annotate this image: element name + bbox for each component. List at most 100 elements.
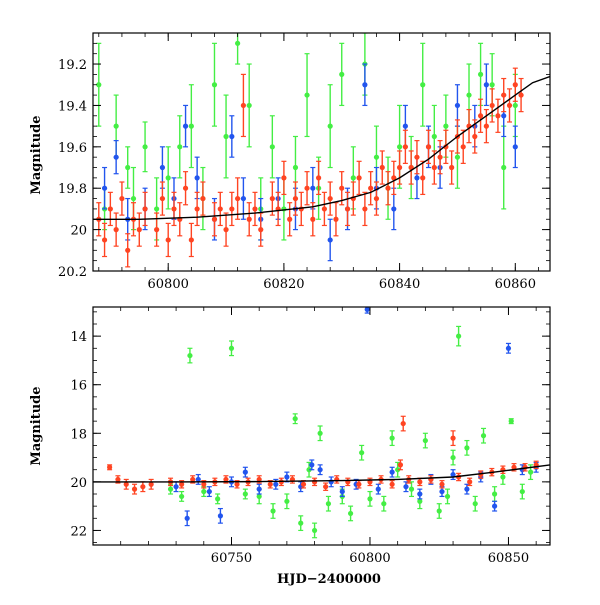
bottom-s2-point-30 xyxy=(417,479,423,485)
top-s0-point-32 xyxy=(454,154,461,160)
bottom-s0-point-6 xyxy=(242,491,248,497)
bottom-ylabel: Magnitude xyxy=(29,386,44,465)
bottom-s2-point-18 xyxy=(300,481,307,487)
top-s2-point-33 xyxy=(304,185,310,191)
top-s0-point-37 xyxy=(512,102,518,109)
bottom-s0-point-28 xyxy=(450,454,456,461)
bottom-series-group xyxy=(93,307,550,539)
top-xtick-label-3: 60860 xyxy=(495,277,536,292)
top-s2-point-23 xyxy=(240,102,247,109)
bottom-s0-point-13 xyxy=(311,527,318,534)
bottom-s0-point-37 xyxy=(528,469,534,475)
bottom-s0-point-0 xyxy=(167,486,174,492)
bottom-s1-point-20 xyxy=(417,491,423,497)
top-s2-point-50 xyxy=(402,144,408,150)
top-s0-point-3 xyxy=(125,164,131,171)
top-s2-point-11 xyxy=(165,237,171,243)
top-s2-point-20 xyxy=(223,227,229,233)
top-s1-point-19 xyxy=(391,206,397,212)
top-s2-point-69 xyxy=(512,82,518,88)
bottom-s0-point-22 xyxy=(395,467,401,473)
top-s2-point-42 xyxy=(356,175,362,181)
bottom-s0-point-19 xyxy=(367,496,373,502)
bottom-s1-point-9 xyxy=(284,474,290,480)
top-s0-point-5 xyxy=(142,144,148,150)
top-s2-point-22 xyxy=(235,195,241,202)
top-s2-point-3 xyxy=(113,227,119,233)
top-s2-point-16 xyxy=(194,206,200,212)
top-s2-point-2 xyxy=(107,206,113,212)
bottom-s1-point-12 xyxy=(317,467,323,473)
bottom-s1-point-22 xyxy=(439,488,445,495)
bottom-s2-point-1 xyxy=(115,476,121,483)
top-s1-point-21 xyxy=(414,175,420,181)
bottom-model-curve xyxy=(93,464,550,483)
top-s2-point-37 xyxy=(327,195,333,202)
top-model-curve xyxy=(93,75,550,220)
top-s2-point-21 xyxy=(229,206,235,212)
bottom-s0-point-23 xyxy=(408,486,415,492)
top-s0-point-9 xyxy=(188,123,194,129)
top-s0-point-7 xyxy=(165,175,171,181)
top-s2-point-5 xyxy=(125,247,131,253)
bottom-s1-point-17 xyxy=(375,486,381,492)
bottom-s2-point-2 xyxy=(123,481,129,487)
top-s2-point-8 xyxy=(142,206,148,212)
bottom-s1-point-3 xyxy=(206,488,212,495)
bottom-frame xyxy=(92,306,551,546)
top-ytick-label-0: 19.2 xyxy=(58,58,87,73)
top-s2-point-15 xyxy=(188,237,194,243)
bottom-s0-point-5 xyxy=(228,345,235,351)
top-s2-point-44 xyxy=(368,185,374,191)
top-s2-point-56 xyxy=(437,154,443,160)
bottom-s0-point-12 xyxy=(306,467,312,473)
bottom-s0-point-25 xyxy=(422,437,428,444)
top-s2-point-45 xyxy=(373,195,380,202)
bottom-s2-point-4 xyxy=(140,484,146,490)
bottom-s0-point-2 xyxy=(187,352,193,359)
bottom-s2-point-12 xyxy=(234,481,240,487)
bottom-s0-point-34 xyxy=(500,474,506,480)
top-series-group xyxy=(93,33,550,268)
top-frame xyxy=(92,32,551,272)
top-s2-point-46 xyxy=(379,164,385,171)
top-s2-point-17 xyxy=(200,195,206,202)
top-s2-point-47 xyxy=(385,185,391,191)
bottom-s2-point-11 xyxy=(223,476,229,483)
top-s2-point-66 xyxy=(495,113,501,119)
top-s2-point-53 xyxy=(420,175,426,181)
top-xtick-label-0: 60800 xyxy=(148,277,189,292)
bottom-s0-point-33 xyxy=(492,491,498,497)
top-s0-point-27 xyxy=(396,144,403,150)
top-s2-point-7 xyxy=(136,227,142,233)
top-s0-point-30 xyxy=(431,133,437,140)
bottom-s2-point-8 xyxy=(190,476,196,483)
top-s1-point-26 xyxy=(483,82,489,88)
bottom-s1-point-24 xyxy=(464,486,470,492)
top-s1-point-9 xyxy=(229,133,235,140)
top-s0-point-19 xyxy=(304,92,310,98)
top-s2-point-29 xyxy=(281,175,287,181)
top-s0-point-11 xyxy=(211,82,218,88)
bottom-s0-point-9 xyxy=(284,498,290,504)
top-s1-point-24 xyxy=(454,102,461,109)
bottom-s2-point-15 xyxy=(267,481,273,487)
bottom-s0-point-36 xyxy=(519,488,525,495)
bottom-s1-point-2 xyxy=(195,476,201,483)
top-s2-point-4 xyxy=(119,195,125,202)
top-s0-point-16 xyxy=(269,144,275,150)
top-s0-point-36 xyxy=(501,164,507,171)
bottom-s2-point-32 xyxy=(439,481,445,487)
top-panel: 60800 60820 60840 60860 19.2 19.4 19.6 19.8 20 20… xyxy=(29,32,551,292)
top-s1-point-7 xyxy=(194,175,200,181)
bottom-s0-point-7 xyxy=(256,493,262,500)
bottom-s2-point-7 xyxy=(179,481,185,487)
top-ytick-label-2: 19.6 xyxy=(58,141,87,156)
top-s2-point-48 xyxy=(391,175,397,181)
top-s2-point-27 xyxy=(269,195,275,202)
bottom-s0-point-35 xyxy=(508,418,514,424)
top-s0-point-34 xyxy=(477,71,484,77)
bottom-xtick-label-2: 60850 xyxy=(488,551,529,566)
